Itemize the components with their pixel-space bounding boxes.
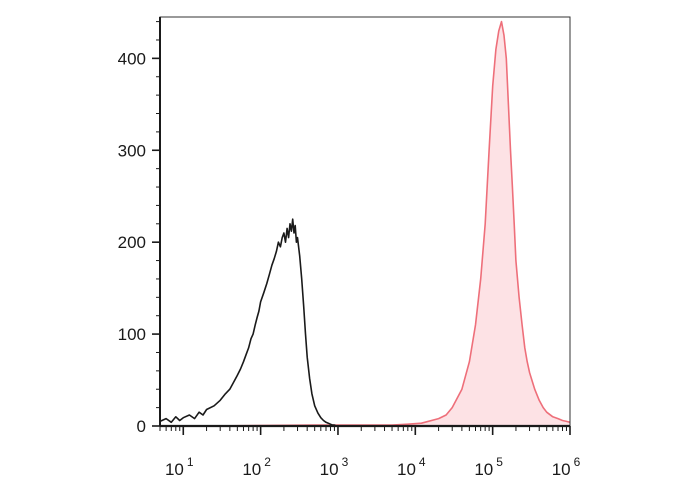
x-tick-label: 10 6 [552, 455, 581, 479]
x-axis: 10 1 10 2 10 3 10 4 10 5 10 6 [159, 426, 581, 479]
x-tick-label: 10 4 [397, 455, 426, 479]
y-axis: 0 100 200 300 400 [118, 21, 160, 436]
series-layer [159, 20, 571, 427]
series-1-line [206, 20, 571, 427]
x-tick-label: 10 1 [165, 455, 194, 479]
y-tick-label: 100 [118, 325, 146, 344]
x-tick-label: 10 5 [474, 455, 503, 479]
x-tick-label: 10 2 [242, 455, 271, 479]
x-tick-label: 10 3 [320, 455, 349, 479]
y-tick-label: 0 [137, 417, 146, 436]
series-1-fill [206, 21, 570, 426]
y-tick-label: 300 [118, 141, 146, 160]
y-tick-label: 400 [118, 49, 146, 68]
plot-frame [159, 16, 571, 428]
series-0-line [159, 218, 338, 427]
y-tick-label: 200 [118, 233, 146, 252]
